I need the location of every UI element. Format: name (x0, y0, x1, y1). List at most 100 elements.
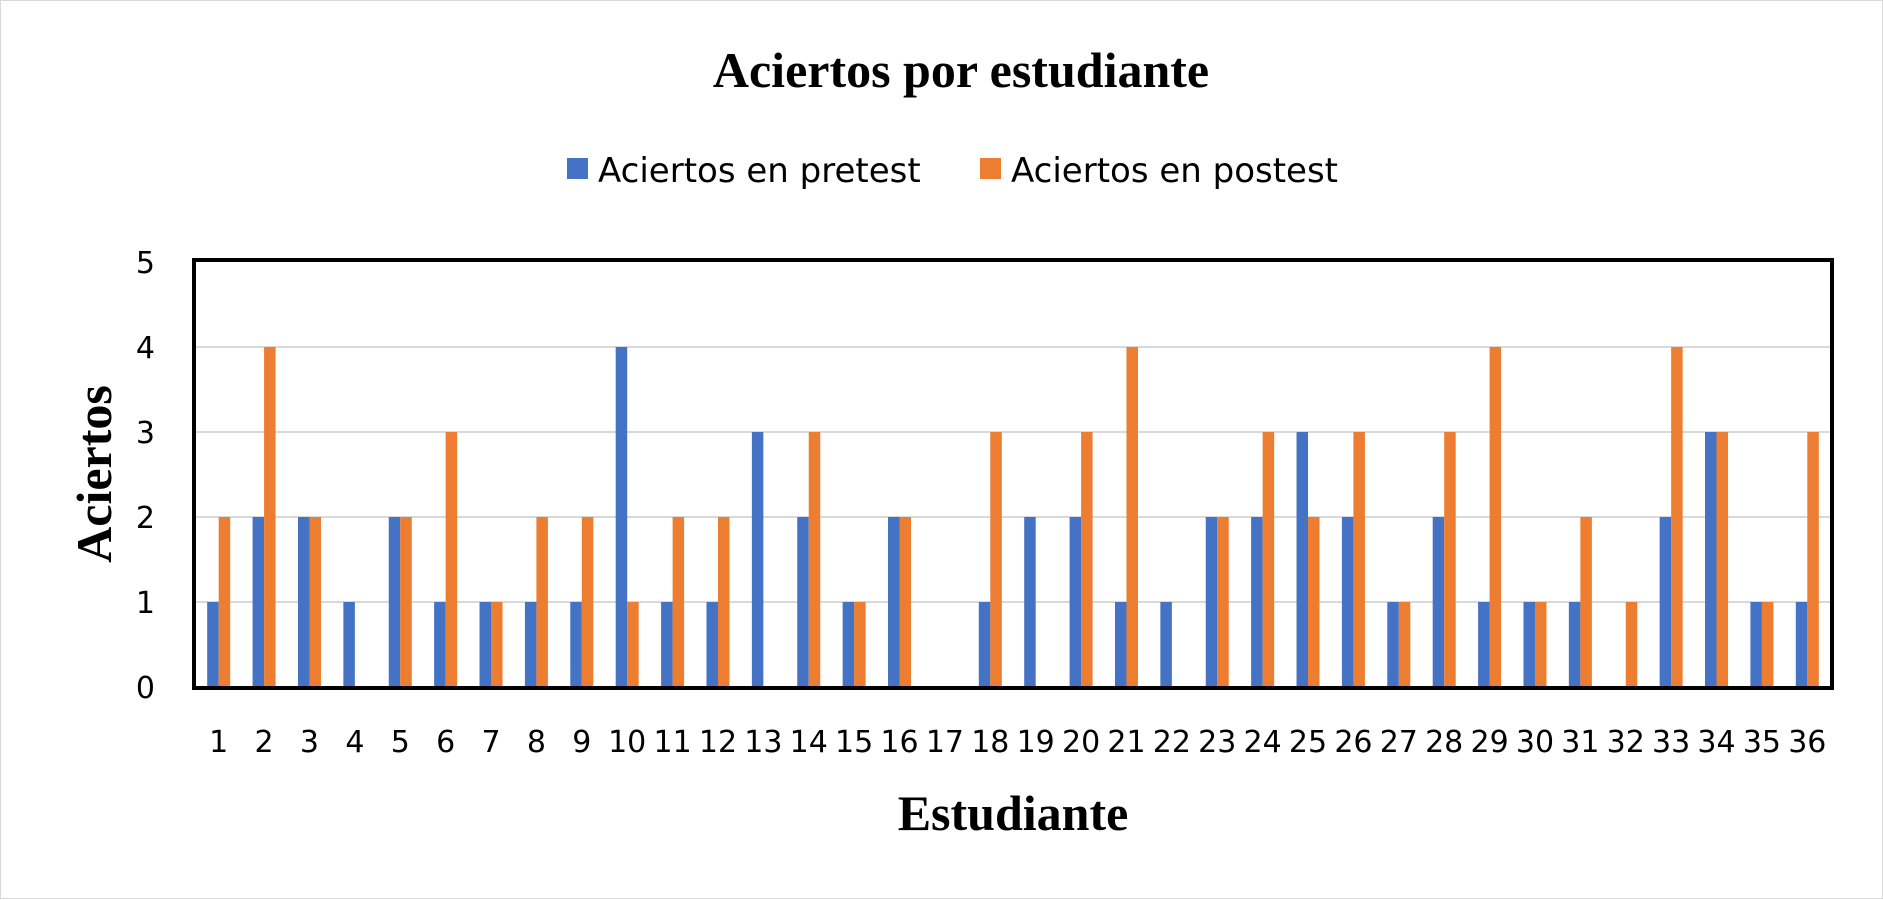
bar-postest-5 (400, 517, 412, 687)
bar-postest-26 (1353, 432, 1365, 687)
plot-area-border (192, 258, 1834, 690)
x-tick-label: 23 (1198, 725, 1236, 760)
bar-postest-6 (445, 432, 458, 687)
bar-pretest-35 (1750, 602, 1762, 687)
bar-postest-9 (581, 517, 594, 687)
bar-pretest-15 (842, 602, 855, 687)
x-tick-label: 33 (1652, 725, 1690, 760)
bar-pretest-33 (1659, 517, 1672, 687)
bar-postest-29 (1489, 347, 1502, 687)
bar-pretest-34 (1705, 432, 1717, 687)
bar-pretest-4 (343, 602, 355, 687)
x-tick-label: 9 (572, 725, 591, 760)
bar-pretest-29 (1478, 602, 1490, 687)
bar-pretest-7 (479, 602, 492, 687)
x-tick-label: 26 (1334, 725, 1372, 760)
bar-postest-7 (491, 602, 503, 687)
x-tick-label: 19 (1017, 725, 1055, 760)
x-tick-label: 18 (971, 725, 1009, 760)
bar-postest-27 (1398, 602, 1411, 687)
bar-postest-21 (1126, 347, 1138, 687)
bars (207, 347, 1819, 687)
bar-postest-28 (1444, 432, 1456, 687)
bar-pretest-26 (1341, 517, 1354, 687)
bar-pretest-6 (434, 602, 446, 687)
x-tick-label: 31 (1561, 725, 1599, 760)
bar-pretest-8 (524, 602, 537, 687)
x-tick-label: 34 (1697, 725, 1735, 760)
x-tick-label: 32 (1607, 725, 1645, 760)
bar-pretest-27 (1387, 602, 1399, 687)
legend-swatch-postest (980, 158, 1001, 179)
x-tick-label: 15 (835, 725, 873, 760)
x-axis-title: Estudiante (898, 785, 1129, 841)
x-tick-label: 13 (744, 725, 782, 760)
x-tick-label: 16 (880, 725, 918, 760)
bar-pretest-11 (661, 602, 673, 687)
bar-postest-34 (1716, 432, 1729, 687)
x-tick-label: 1 (209, 725, 228, 760)
chart-title: Aciertos por estudiante (713, 42, 1209, 98)
bar-postest-30 (1534, 602, 1547, 687)
y-axis-title: Aciertos (66, 385, 122, 563)
bar-postest-3 (309, 517, 321, 687)
bar-postest-8 (536, 517, 548, 687)
bar-pretest-18 (978, 602, 991, 687)
x-tick-label: 30 (1516, 725, 1554, 760)
x-tick-label: 35 (1743, 725, 1781, 760)
bar-postest-23 (1217, 517, 1229, 687)
bar-pretest-20 (1069, 517, 1082, 687)
bar-postest-10 (627, 602, 639, 687)
x-tick-label: 22 (1153, 725, 1191, 760)
legend: Aciertos en pretest Aciertos en postest (567, 151, 1338, 191)
x-tick-label: 12 (699, 725, 737, 760)
bar-postest-36 (1807, 432, 1819, 687)
x-tick-label: 4 (345, 725, 364, 760)
y-tick-label: 3 (136, 416, 155, 451)
bar-pretest-12 (706, 602, 718, 687)
bar-postest-32 (1625, 602, 1638, 687)
bar-postest-31 (1580, 517, 1592, 687)
legend-label-pretest: Aciertos en pretest (598, 151, 921, 191)
bar-postest-15 (854, 602, 866, 687)
gridlines (196, 346, 1830, 603)
bar-pretest-24 (1251, 517, 1263, 687)
bar-pretest-22 (1160, 602, 1172, 687)
x-tick-label: 6 (436, 725, 455, 760)
bar-pretest-30 (1523, 602, 1535, 687)
bar-pretest-36 (1795, 602, 1808, 687)
bar-postest-20 (1081, 432, 1093, 687)
x-tick-label: 27 (1380, 725, 1418, 760)
bar-postest-16 (899, 517, 912, 687)
bar-pretest-16 (888, 517, 900, 687)
bar-pretest-25 (1296, 432, 1309, 687)
bar-postest-2 (264, 347, 276, 687)
bar-pretest-1 (207, 602, 219, 687)
y-tick-label: 4 (136, 331, 155, 366)
bar-pretest-2 (252, 517, 265, 687)
bar-postest-11 (672, 517, 685, 687)
y-axis-ticks: 0 1 2 3 4 5 (136, 246, 155, 706)
legend-swatch-pretest (567, 158, 588, 179)
bar-pretest-13 (751, 432, 764, 687)
bar-postest-35 (1761, 602, 1774, 687)
bar-pretest-28 (1432, 517, 1445, 687)
x-tick-label: 5 (391, 725, 410, 760)
x-tick-label: 21 (1107, 725, 1145, 760)
x-tick-label: 28 (1425, 725, 1463, 760)
x-tick-label: 24 (1244, 725, 1282, 760)
legend-label-postest: Aciertos en postest (1011, 151, 1338, 191)
bar-postest-1 (218, 517, 231, 687)
y-tick-label: 0 (136, 671, 155, 706)
bar-pretest-31 (1568, 602, 1581, 687)
x-tick-label: 25 (1289, 725, 1327, 760)
bar-postest-33 (1671, 347, 1683, 687)
x-tick-label: 36 (1788, 725, 1826, 760)
bar-postest-12 (717, 517, 730, 687)
bar-pretest-5 (388, 517, 401, 687)
y-tick-label: 2 (136, 501, 155, 536)
bar-postest-25 (1308, 517, 1320, 687)
y-tick-label: 1 (136, 586, 155, 621)
